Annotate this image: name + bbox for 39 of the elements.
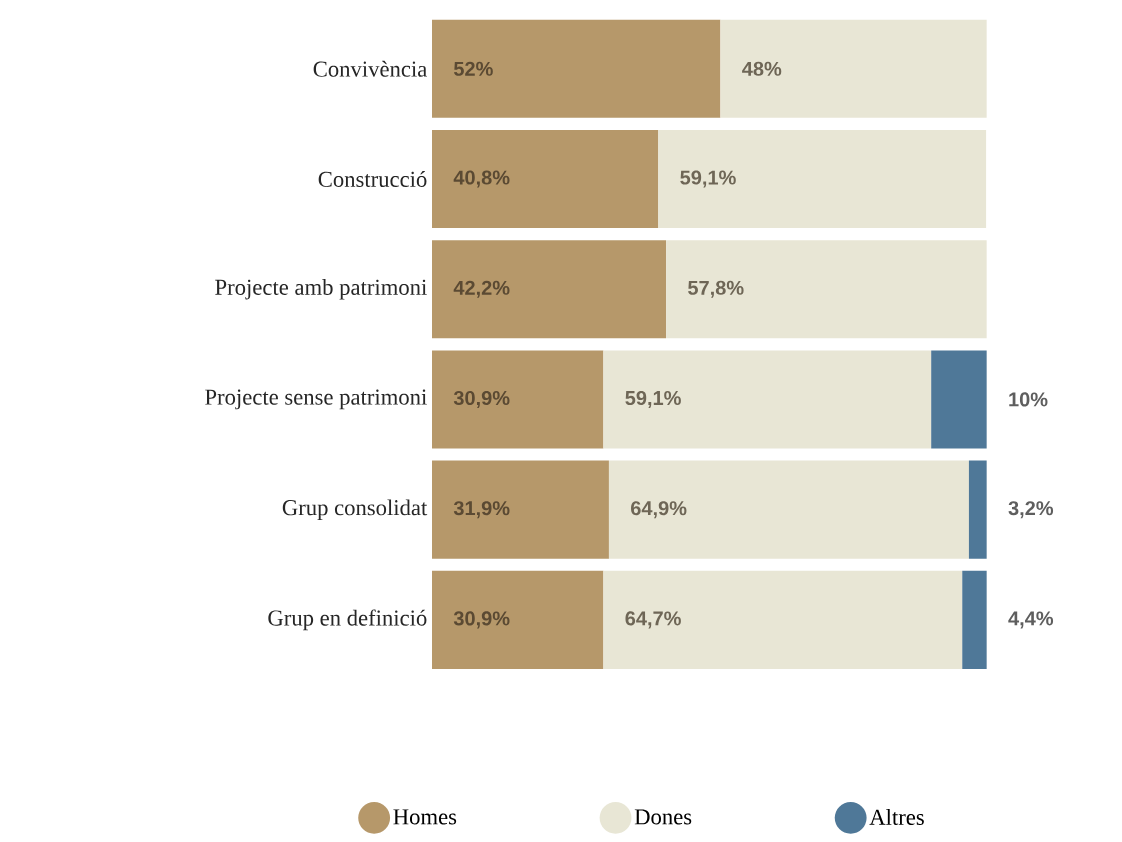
bar (432, 240, 667, 339)
data-label: 3,2% (1008, 501, 1054, 519)
y-tick-label: Convivència (313, 60, 427, 77)
legend-label: Homes (393, 809, 457, 825)
y-tick-label: Projecte sense patrimoni (205, 389, 427, 410)
data-label: 48% (742, 61, 782, 76)
legend-label: Dones (634, 809, 692, 825)
data-label: 59,1% (625, 390, 681, 408)
data-label: 4,4% (1008, 611, 1054, 629)
y-tick-label: Grup en definició (268, 609, 427, 631)
bar (603, 350, 932, 449)
bar (432, 129, 659, 229)
data-label: 64,7% (625, 611, 681, 629)
bar (962, 570, 987, 669)
bar (432, 350, 604, 449)
bar (608, 460, 969, 559)
bar (432, 19, 721, 118)
y-tick-label: Grup consolidat (282, 499, 428, 520)
data-label: 57,8% (688, 280, 744, 298)
bar (931, 350, 987, 449)
data-label: 30,9% (453, 611, 510, 629)
y-tick-label: Projecte amb patrimoni (215, 278, 427, 300)
bar (720, 19, 987, 118)
bar (968, 460, 987, 559)
y-tick-label: Construcció (318, 171, 427, 187)
data-label: 64,9% (631, 501, 687, 519)
data-label: 42,2% (453, 280, 510, 298)
data-label: 30,9% (453, 390, 510, 408)
data-label: 10% (1009, 392, 1048, 407)
legend-label: Altres (869, 808, 924, 825)
data-label: 40,8% (453, 170, 510, 188)
bar (603, 570, 963, 669)
data-label: 31,9% (453, 501, 510, 519)
bar (432, 570, 604, 669)
bar (432, 460, 609, 559)
bar (658, 129, 987, 229)
data-label: 52% (453, 61, 493, 76)
data-label: 59,1% (680, 170, 736, 188)
bar (666, 240, 987, 339)
